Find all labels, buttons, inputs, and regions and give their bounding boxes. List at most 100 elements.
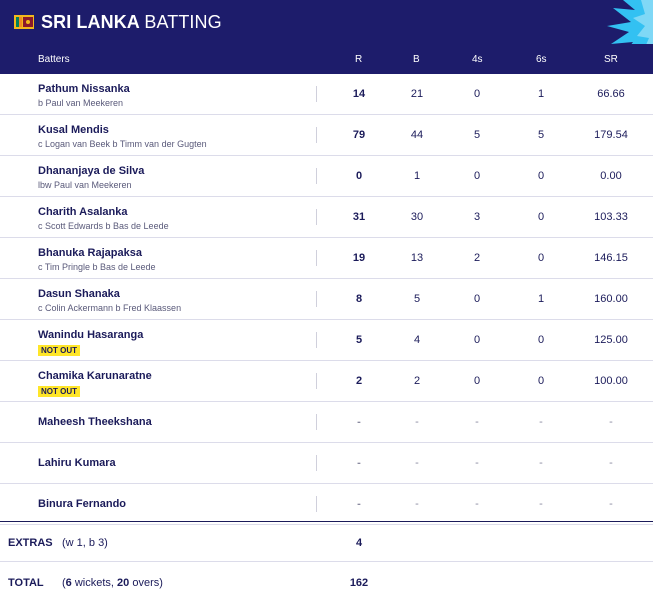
stat-sr: - xyxy=(609,416,613,428)
col-batters: Batters xyxy=(38,54,70,65)
stat-sixes: 0 xyxy=(537,334,545,346)
stat-sr: 0.00 xyxy=(600,170,622,182)
stat-fours: 2 xyxy=(473,252,481,264)
batter-row: Dhananjaya de Silva lbw Paul van Meekeren… xyxy=(0,156,653,197)
batter-name[interactable]: Bhanuka Rajapaksa xyxy=(38,247,142,259)
stat-sr: - xyxy=(609,498,613,510)
stat-sr: 125.00 xyxy=(594,334,628,346)
col-strike-rate: SR xyxy=(604,54,618,65)
total-label: TOTAL xyxy=(8,577,44,589)
row-divider xyxy=(316,209,317,225)
column-header-row: Batters R B 4s 6s SR xyxy=(0,44,653,74)
col-balls: B xyxy=(413,54,420,65)
stat-r: 14 xyxy=(352,88,366,100)
row-divider xyxy=(316,455,317,471)
stat-fours: - xyxy=(475,416,479,428)
stat-b: 1 xyxy=(413,170,421,182)
total-detail: (6 wickets, 20 overs) xyxy=(62,577,163,589)
row-divider xyxy=(316,373,317,389)
team-header: SRI LANKA BATTING xyxy=(0,0,653,44)
stat-sixes: 0 xyxy=(537,375,545,387)
batter-name[interactable]: Maheesh Theekshana xyxy=(38,416,152,428)
stat-r: 5 xyxy=(355,334,363,346)
stat-sixes: 0 xyxy=(537,252,545,264)
total-paren: ( xyxy=(62,577,66,589)
batter-name[interactable]: Pathum Nissanka xyxy=(38,83,130,95)
batter-name[interactable]: Dhananjaya de Silva xyxy=(38,165,145,177)
batter-name[interactable]: Lahiru Kumara xyxy=(38,457,116,469)
stat-fours: - xyxy=(475,457,479,469)
batter-name[interactable]: Dasun Shanaka xyxy=(38,288,120,300)
stat-b: 4 xyxy=(413,334,421,346)
batter-row: Kusal Mendis c Logan van Beek b Timm van … xyxy=(0,115,653,156)
title-team: SRI LANKA xyxy=(41,12,140,32)
row-divider xyxy=(316,250,317,266)
batter-name[interactable]: Wanindu Hasaranga xyxy=(38,329,144,341)
stat-r: 2 xyxy=(355,375,363,387)
stat-sr: - xyxy=(609,457,613,469)
row-divider xyxy=(316,168,317,184)
batter-row: Binura Fernando - - - - - xyxy=(0,484,653,525)
stat-b: 5 xyxy=(413,293,421,305)
stat-b: - xyxy=(415,416,419,428)
total-overs-word: overs) xyxy=(132,577,163,589)
stat-b: - xyxy=(415,498,419,510)
stat-b: 30 xyxy=(410,211,424,223)
stat-sixes: 1 xyxy=(537,293,545,305)
dismissal-text: lbw Paul van Meekeren xyxy=(38,180,132,190)
stat-sr: 100.00 xyxy=(594,375,628,387)
stat-sixes: 0 xyxy=(537,170,545,182)
batter-name[interactable]: Binura Fernando xyxy=(38,498,127,510)
stat-sr: 160.00 xyxy=(594,293,628,305)
extras-row: EXTRAS (w 1, b 3) 4 xyxy=(0,521,653,562)
extras-value: 4 xyxy=(355,537,363,549)
stat-sixes: - xyxy=(539,416,543,428)
batter-row: Bhanuka Rajapaksa c Tim Pringle b Bas de … xyxy=(0,238,653,279)
stat-b: - xyxy=(415,457,419,469)
innings-title: SRI LANKA BATTING xyxy=(41,12,222,33)
batter-name[interactable]: Charith Asalanka xyxy=(38,206,128,218)
stat-sr: 66.66 xyxy=(597,88,625,100)
batter-row: Dasun Shanaka c Colin Ackermann b Fred Kl… xyxy=(0,279,653,320)
sri-lanka-flag-icon xyxy=(14,15,34,29)
dismissal-text: c Tim Pringle b Bas de Leede xyxy=(38,262,156,272)
stat-fours: - xyxy=(475,498,479,510)
batter-row: Pathum Nissanka b Paul van Meekeren 14 21 0 1… xyxy=(0,74,653,115)
batter-row: Chamika Karunaratne NOT OUT 2 2 0 0 100.00 xyxy=(0,361,653,402)
dismissal-text: c Scott Edwards b Bas de Leede xyxy=(38,221,169,231)
col-runs: R xyxy=(355,54,363,65)
stat-fours: 0 xyxy=(473,88,481,100)
batter-row: Maheesh Theekshana - - - - - xyxy=(0,402,653,443)
dismissal-text: c Logan van Beek b Timm van der Gugten xyxy=(38,139,207,149)
stat-fours: 0 xyxy=(473,375,481,387)
batter-name[interactable]: Kusal Mendis xyxy=(38,124,109,136)
stat-fours: 0 xyxy=(473,293,481,305)
col-sixes: 6s xyxy=(536,54,547,65)
stat-fours: 0 xyxy=(473,170,481,182)
stat-r: - xyxy=(357,457,361,469)
total-value: 162 xyxy=(349,577,369,589)
row-divider xyxy=(316,86,317,102)
stat-r: 79 xyxy=(352,129,366,141)
stat-sixes: 5 xyxy=(537,129,545,141)
dismissal-text: b Paul van Meekeren xyxy=(38,98,124,108)
stat-sixes: - xyxy=(539,498,543,510)
batter-row: Charith Asalanka c Scott Edwards b Bas de… xyxy=(0,197,653,238)
stat-sixes: - xyxy=(539,457,543,469)
batter-name[interactable]: Chamika Karunaratne xyxy=(38,370,152,382)
stat-r: 0 xyxy=(355,170,363,182)
stat-r: - xyxy=(357,416,361,428)
stat-r: - xyxy=(357,498,361,510)
total-row: TOTAL (6 wickets, 20 overs) 162 xyxy=(0,562,653,603)
decorative-burst-icon xyxy=(607,0,653,44)
stat-r: 8 xyxy=(355,293,363,305)
row-divider xyxy=(316,496,317,512)
batter-row: Lahiru Kumara - - - - - xyxy=(0,443,653,484)
not-out-badge: NOT OUT xyxy=(38,386,80,397)
extras-label: EXTRAS xyxy=(8,537,53,549)
stat-sixes: 1 xyxy=(537,88,545,100)
not-out-badge: NOT OUT xyxy=(38,345,80,356)
row-divider xyxy=(316,332,317,348)
total-overs: 20 xyxy=(117,577,130,589)
stat-fours: 0 xyxy=(473,334,481,346)
